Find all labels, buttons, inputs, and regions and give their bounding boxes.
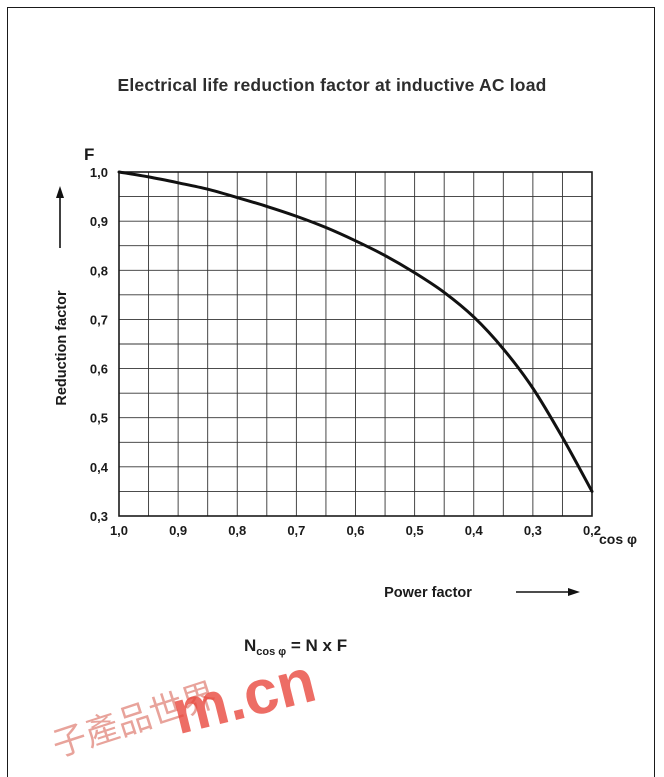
x-tick-label: 0,9 — [169, 523, 187, 538]
series-line — [117, 170, 594, 493]
x-tick-label: 0,5 — [406, 523, 424, 538]
y-tick-label: 0,4 — [90, 460, 109, 475]
x-tick-label: 0,6 — [346, 523, 364, 538]
x-tick-label: 0,4 — [465, 523, 484, 538]
x-axis-arrowhead — [568, 588, 580, 596]
x-tick-label: 0,7 — [287, 523, 305, 538]
y-tick-label: 0,9 — [90, 214, 108, 229]
x-symbol-label: cos φ — [599, 531, 637, 547]
formula-base: N — [244, 636, 257, 655]
watermark: 子產品世界 m.cn — [45, 660, 365, 771]
x-tick-label: 0,8 — [228, 523, 246, 538]
y-tick-label: 0,3 — [90, 509, 108, 524]
y-tick-label: 0,7 — [90, 312, 108, 327]
formula-subscript: cos φ — [256, 646, 287, 658]
y-tick-label: 0,5 — [90, 411, 108, 426]
y-axis-label: Reduction factor — [54, 290, 70, 406]
x-tick-label: 0,2 — [583, 523, 601, 538]
y-tick-label: 0,8 — [90, 263, 108, 278]
watermark-text: m.cn — [165, 660, 323, 748]
y-symbol-label: F — [84, 145, 94, 164]
x-tick-label: 0,3 — [524, 523, 542, 538]
chart-title: Electrical life reduction factor at indu… — [117, 75, 547, 95]
y-axis-arrowhead — [56, 186, 64, 198]
tick-labels: 1,0 0,9 0,8 0,7 0,6 0,5 0,4 0,3 0,2 0,3 0,4 0,5 0,6 0… — [90, 165, 601, 538]
formula-rest: = N x F — [286, 636, 348, 655]
chart-grid — [119, 172, 592, 516]
y-tick-label: 0,6 — [90, 362, 108, 377]
formula: Ncos φ = N x F — [244, 636, 348, 658]
figure-frame — [7, 7, 655, 777]
plot-border — [118, 171, 593, 517]
x-tick-label: 1,0 — [110, 523, 128, 538]
y-tick-label: 1,0 — [90, 165, 108, 180]
x-axis-label: Power factor — [384, 585, 472, 601]
